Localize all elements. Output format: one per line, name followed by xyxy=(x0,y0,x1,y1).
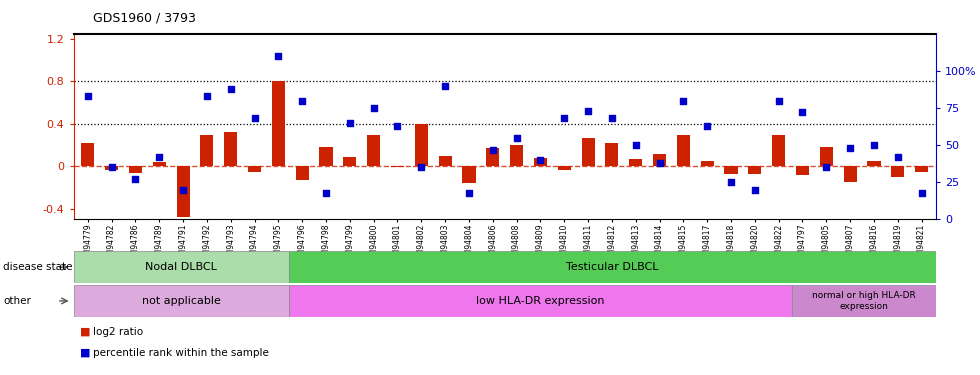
Point xyxy=(247,116,263,122)
Point xyxy=(818,164,834,170)
Point xyxy=(366,105,381,111)
Point xyxy=(795,110,810,116)
Bar xyxy=(271,81,285,166)
Bar xyxy=(439,156,452,166)
Bar xyxy=(724,166,738,174)
Bar xyxy=(653,154,666,166)
Bar xyxy=(81,143,94,166)
Bar xyxy=(677,135,690,166)
Point xyxy=(152,154,168,160)
Point xyxy=(199,93,215,99)
Bar xyxy=(891,166,905,177)
Text: GDS1960 / 3793: GDS1960 / 3793 xyxy=(93,11,196,24)
Point xyxy=(80,93,96,99)
Point xyxy=(890,154,906,160)
Point xyxy=(700,123,715,129)
Point xyxy=(580,108,596,114)
Point xyxy=(866,142,882,148)
Bar xyxy=(129,166,142,173)
Text: not applicable: not applicable xyxy=(142,296,220,306)
Text: ■: ■ xyxy=(80,327,91,337)
Bar xyxy=(844,166,857,182)
Point xyxy=(509,135,524,141)
Bar xyxy=(74,285,289,317)
Bar xyxy=(558,166,570,170)
Bar xyxy=(224,132,237,166)
Point xyxy=(414,164,429,170)
Text: percentile rank within the sample: percentile rank within the sample xyxy=(93,348,269,357)
Bar xyxy=(296,166,309,180)
Point xyxy=(557,116,572,122)
Point xyxy=(318,190,334,196)
Point xyxy=(342,120,358,126)
Point xyxy=(104,164,120,170)
Point xyxy=(270,53,286,59)
Bar xyxy=(486,148,500,166)
Text: low HLA-DR expression: low HLA-DR expression xyxy=(476,296,605,306)
Point xyxy=(747,187,762,193)
Point xyxy=(222,86,238,92)
Bar xyxy=(629,159,642,166)
Bar xyxy=(749,166,761,174)
Bar xyxy=(176,166,190,217)
Point xyxy=(723,179,739,185)
Bar xyxy=(772,135,785,166)
Point xyxy=(462,190,477,196)
Text: normal or high HLA-DR
expression: normal or high HLA-DR expression xyxy=(812,291,916,310)
Point xyxy=(842,145,858,151)
Bar xyxy=(368,135,380,166)
Point xyxy=(175,187,191,193)
Bar xyxy=(289,251,936,283)
Bar xyxy=(819,147,833,166)
Point xyxy=(294,98,310,104)
Bar xyxy=(867,161,880,166)
Bar xyxy=(606,143,618,166)
Bar xyxy=(510,145,523,166)
Point xyxy=(675,98,691,104)
Point xyxy=(127,176,143,182)
Text: other: other xyxy=(3,296,30,306)
Bar xyxy=(463,166,475,183)
Bar xyxy=(701,161,713,166)
Bar xyxy=(105,166,119,170)
Text: Testicular DLBCL: Testicular DLBCL xyxy=(566,262,659,272)
Bar xyxy=(792,285,936,317)
Bar xyxy=(153,162,166,166)
Text: log2 ratio: log2 ratio xyxy=(93,327,143,337)
Point xyxy=(532,157,548,163)
Text: disease state: disease state xyxy=(3,262,73,272)
Bar xyxy=(796,166,809,175)
Bar xyxy=(74,251,289,283)
Point xyxy=(771,98,787,104)
Bar xyxy=(581,138,595,166)
Point xyxy=(485,147,501,153)
Bar xyxy=(415,124,428,166)
Bar xyxy=(343,157,357,166)
Point xyxy=(437,83,453,89)
Bar xyxy=(289,285,792,317)
Point xyxy=(390,123,406,129)
Point xyxy=(604,116,619,122)
Text: Nodal DLBCL: Nodal DLBCL xyxy=(145,262,218,272)
Bar xyxy=(319,147,332,166)
Point xyxy=(913,190,929,196)
Bar xyxy=(200,135,214,166)
Point xyxy=(628,142,644,148)
Bar xyxy=(391,166,404,167)
Text: ■: ■ xyxy=(80,348,91,357)
Bar xyxy=(534,158,547,166)
Point xyxy=(652,160,667,166)
Bar xyxy=(248,166,261,172)
Bar xyxy=(915,166,928,172)
